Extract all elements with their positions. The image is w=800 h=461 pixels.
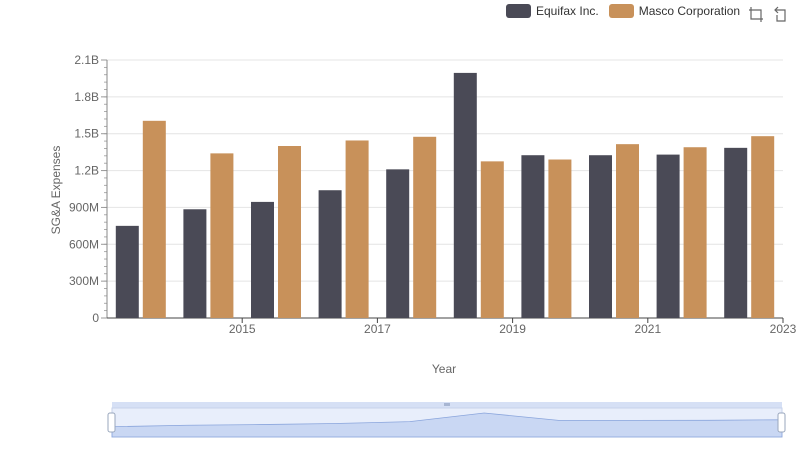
bar-masco-2016[interactable] [278, 146, 301, 318]
legend-swatch-equifax [506, 4, 531, 18]
bar-masco-2018[interactable] [413, 136, 437, 318]
x-axis-title: Year [431, 362, 457, 376]
y-tick-label: 300M [69, 274, 99, 288]
bar-equifax-2020[interactable] [521, 155, 545, 318]
bar-equifax-2023[interactable] [724, 147, 748, 318]
slider-left-handle[interactable] [107, 412, 116, 433]
zoom-icon[interactable] [748, 6, 764, 22]
bar-equifax-2015[interactable] [183, 209, 207, 318]
bar-equifax-2016[interactable] [251, 201, 274, 318]
bar-masco-2015[interactable] [210, 153, 234, 318]
bar-equifax-2019[interactable] [453, 72, 477, 319]
bar-masco-2019[interactable] [480, 161, 504, 318]
bar-equifax-2014[interactable] [115, 225, 139, 318]
x-tick-label: 2021 [634, 322, 661, 336]
bar-masco-2022[interactable] [683, 147, 707, 318]
x-tick-label: 2019 [499, 322, 526, 336]
restore-icon[interactable] [774, 6, 790, 22]
bar-masco-2014[interactable] [142, 120, 166, 318]
y-tick-label: 0 [92, 311, 99, 325]
x-tick-label: 2017 [364, 322, 391, 336]
y-axis-title: SG&A Expenses [49, 145, 63, 235]
y-tick-label: 600M [69, 237, 99, 251]
bar-masco-2023[interactable] [751, 136, 775, 318]
slider-right-handle[interactable] [777, 412, 786, 433]
bar-equifax-2017[interactable] [318, 190, 342, 318]
y-tick-label: 900M [69, 200, 99, 214]
y-tick-label: 1.2B [74, 164, 99, 178]
legend-item-masco[interactable]: Masco Corporation [608, 4, 741, 18]
x-tick-label: 2015 [229, 322, 256, 336]
slider-drag-grip[interactable] [444, 403, 450, 406]
bar-equifax-2022[interactable] [656, 154, 680, 318]
bar-masco-2021[interactable] [616, 144, 639, 318]
legend-label-equifax: Equifax Inc. [536, 4, 599, 18]
legend-item-equifax[interactable]: Equifax Inc. [506, 4, 599, 18]
legend: Equifax Inc. Masco Corporation [506, 4, 750, 18]
x-tick-label: 2023 [770, 322, 797, 336]
toolbox [748, 6, 790, 22]
bar-equifax-2021[interactable] [589, 155, 612, 318]
legend-label-masco: Masco Corporation [638, 4, 741, 18]
y-tick-label: 1.5B [74, 127, 99, 141]
slider-preview-area [111, 412, 783, 438]
y-tick-label: 1.8B [74, 90, 99, 104]
legend-swatch-masco [608, 4, 634, 18]
bar-masco-2020[interactable] [548, 159, 572, 318]
bar-equifax-2018[interactable] [386, 169, 410, 318]
y-tick-label: 2.1B [74, 53, 99, 67]
bar-masco-2017[interactable] [345, 140, 369, 318]
